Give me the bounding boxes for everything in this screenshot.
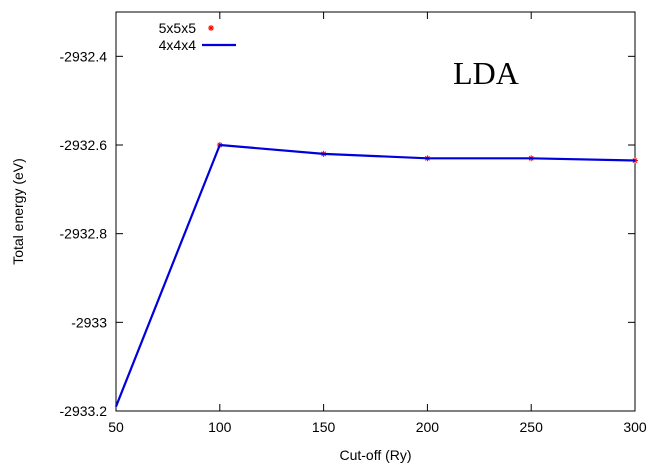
legend-marker <box>208 25 214 31</box>
x-tick-label: 300 <box>623 419 647 435</box>
y-axis-title: Total energy (eV) <box>10 158 26 265</box>
x-axis-title: Cut-off (Ry) <box>339 447 411 463</box>
x-tick-label: 200 <box>416 419 440 435</box>
y-tick-label: -2932.6 <box>60 137 108 153</box>
legend-label: 4x4x4 <box>159 37 197 53</box>
axis-ticks <box>115 12 636 412</box>
x-tick-label: 100 <box>208 419 232 435</box>
y-tick-label: -2933.2 <box>60 403 108 419</box>
y-tick-labels: -2933.2 -2933 -2932.8 -2932.6 -2932.4 <box>60 48 108 419</box>
y-tick-label: -2932.8 <box>60 226 108 242</box>
x-tick-label: 250 <box>520 419 544 435</box>
x-tick-label: 150 <box>312 419 336 435</box>
series-layer <box>114 142 638 407</box>
x-tick-label: 50 <box>108 419 124 435</box>
y-tick-label: -2932.4 <box>60 48 108 64</box>
series-4x4x4-line <box>114 143 636 407</box>
x-tick-labels: 50 100 150 200 250 300 <box>108 419 647 435</box>
y-tick-label: -2933 <box>71 314 107 330</box>
chart-annotation: LDA <box>453 55 519 91</box>
star-stroke <box>208 25 214 31</box>
plot-border <box>115 11 636 412</box>
plot-frame <box>115 11 636 412</box>
legend-label: 5x5x5 <box>159 20 197 36</box>
